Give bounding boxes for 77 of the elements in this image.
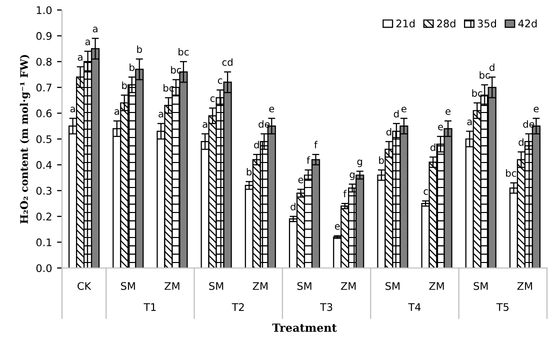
data-label: b (137, 45, 142, 53)
data-label: a (85, 40, 90, 46)
data-label: c (210, 96, 215, 102)
x-tick-label: ZM (517, 282, 532, 290)
data-label: d (254, 140, 259, 148)
y-tick-label: 0.9 (36, 32, 52, 40)
x-tick-label: ZM (429, 282, 444, 290)
x-tick-label: ZM (252, 282, 268, 290)
y-tick-label: 0.4 (36, 161, 52, 169)
data-label: c (218, 78, 222, 84)
data-label: c (424, 189, 428, 195)
data-label: b (246, 168, 252, 176)
data-label: b (130, 64, 134, 72)
x-tick-label: SM (386, 282, 400, 290)
y-tick-label: 0.2 (36, 212, 52, 221)
text: T4 (408, 303, 421, 311)
data-label: d (430, 143, 436, 152)
data-label: d (518, 138, 524, 146)
data-label: g (357, 160, 362, 168)
data-label: e (298, 178, 304, 184)
x-tick-label: SM (297, 282, 312, 290)
x-axis-title: Treatment (272, 324, 337, 332)
x-tick-label: ZM (341, 282, 356, 290)
data-label: f (306, 156, 310, 164)
y-tick-label: 0.8 (36, 58, 52, 66)
data-label: e (269, 106, 274, 112)
data-label: bc (480, 71, 490, 79)
data-label: d (290, 202, 296, 210)
y-tick-label: 0.6 (36, 109, 52, 118)
y-tick-label: 1.0 (36, 6, 52, 14)
data-label: f (343, 190, 347, 198)
y-tick-label: 0.5 (36, 135, 52, 144)
data-label: e (438, 124, 443, 130)
data-label: a (78, 55, 82, 61)
data-label: bc (164, 84, 174, 92)
data-label: d (386, 128, 392, 136)
data-label: cd (222, 58, 232, 66)
data-label: d (490, 64, 494, 72)
data-label: f (314, 140, 318, 148)
data-label: a (158, 112, 164, 118)
data-label: a (114, 109, 120, 115)
data-label: e (446, 109, 450, 115)
data-label: bc (472, 89, 482, 97)
legend-label: 28d (437, 19, 456, 28)
y-tick-label: 0.7 (36, 84, 52, 92)
data-label: a (70, 106, 75, 112)
legend-label: 35d (478, 19, 496, 28)
x-tick-label: CK (78, 282, 92, 290)
data-label: de (523, 120, 534, 128)
data-label: b (379, 156, 384, 164)
x-tick-label: ZM (164, 282, 180, 290)
data-label: e (334, 224, 340, 230)
legend-label: 21d (396, 19, 415, 28)
text: T3 (320, 303, 332, 312)
x-tick-label: SM (121, 282, 135, 290)
y-tick-label: 0.3 (36, 186, 52, 195)
data-label: e (534, 106, 539, 112)
text: T1 (144, 303, 156, 311)
data-label: a (92, 26, 98, 32)
y-axis-title: H₂O₂ content (m mol·g⁻¹ FW) (20, 54, 30, 224)
y-tick-label: 0.0 (36, 264, 52, 272)
data-label: b (122, 82, 127, 90)
text: T5 (496, 303, 508, 312)
data-label: bc (506, 169, 516, 177)
y-tick-label: 0.1 (36, 238, 52, 246)
x-tick-label: SM (209, 282, 224, 290)
data-label: a (467, 120, 472, 126)
data-label: e (401, 106, 406, 112)
text: T2 (232, 303, 244, 311)
x-tick-label: SM (474, 282, 488, 290)
legend-label: 42d (518, 19, 537, 28)
data-label: d (394, 110, 399, 118)
data-label: g (350, 172, 355, 180)
data-label: bc (171, 66, 182, 74)
data-label: de (258, 120, 270, 128)
data-label: a (202, 122, 208, 128)
data-label: bc (178, 48, 189, 56)
